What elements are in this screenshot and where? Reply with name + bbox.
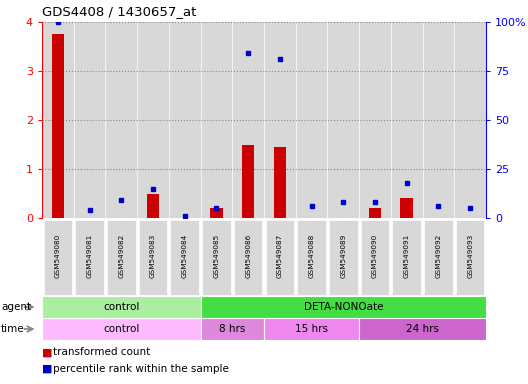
Text: GSM549084: GSM549084 bbox=[182, 233, 188, 278]
Text: GSM549086: GSM549086 bbox=[245, 233, 251, 278]
Bar bbox=[74, 22, 106, 218]
FancyBboxPatch shape bbox=[266, 220, 294, 295]
FancyBboxPatch shape bbox=[139, 220, 167, 295]
Bar bbox=[274, 147, 286, 218]
Bar bbox=[137, 22, 169, 218]
FancyBboxPatch shape bbox=[201, 296, 486, 318]
FancyBboxPatch shape bbox=[264, 318, 359, 339]
FancyBboxPatch shape bbox=[76, 220, 104, 295]
Bar bbox=[400, 199, 413, 218]
FancyBboxPatch shape bbox=[359, 318, 486, 339]
Text: GDS4408 / 1430657_at: GDS4408 / 1430657_at bbox=[42, 5, 196, 18]
FancyBboxPatch shape bbox=[424, 220, 452, 295]
FancyBboxPatch shape bbox=[361, 220, 389, 295]
Text: control: control bbox=[103, 302, 139, 312]
Bar bbox=[264, 22, 296, 218]
Text: 8 hrs: 8 hrs bbox=[219, 324, 246, 334]
Bar bbox=[359, 22, 391, 218]
FancyBboxPatch shape bbox=[202, 220, 231, 295]
Text: agent: agent bbox=[1, 302, 31, 312]
Bar bbox=[169, 22, 201, 218]
Bar bbox=[296, 22, 327, 218]
FancyBboxPatch shape bbox=[201, 318, 264, 339]
Bar bbox=[106, 22, 137, 218]
Bar bbox=[52, 34, 64, 218]
Text: percentile rank within the sample: percentile rank within the sample bbox=[53, 364, 229, 374]
Text: ■: ■ bbox=[42, 347, 56, 358]
Text: GSM549090: GSM549090 bbox=[372, 233, 378, 278]
Text: control: control bbox=[103, 324, 139, 334]
FancyBboxPatch shape bbox=[44, 220, 72, 295]
Text: GSM549089: GSM549089 bbox=[340, 233, 346, 278]
FancyBboxPatch shape bbox=[42, 318, 201, 339]
Bar bbox=[147, 194, 159, 218]
Text: DETA-NONOate: DETA-NONOate bbox=[304, 302, 383, 312]
Text: time: time bbox=[1, 324, 25, 334]
Text: GSM549080: GSM549080 bbox=[55, 233, 61, 278]
Text: GSM549091: GSM549091 bbox=[404, 233, 410, 278]
Text: 24 hrs: 24 hrs bbox=[406, 324, 439, 334]
Bar bbox=[242, 144, 254, 218]
Bar bbox=[369, 208, 381, 218]
Text: transformed count: transformed count bbox=[53, 347, 150, 358]
Text: ■: ■ bbox=[42, 364, 56, 374]
FancyBboxPatch shape bbox=[107, 220, 136, 295]
FancyBboxPatch shape bbox=[392, 220, 421, 295]
Bar bbox=[454, 22, 486, 218]
FancyBboxPatch shape bbox=[171, 220, 199, 295]
FancyBboxPatch shape bbox=[297, 220, 326, 295]
Text: GSM549092: GSM549092 bbox=[436, 233, 441, 278]
Bar bbox=[42, 22, 74, 218]
FancyBboxPatch shape bbox=[42, 296, 201, 318]
FancyBboxPatch shape bbox=[329, 220, 357, 295]
Bar bbox=[201, 22, 232, 218]
Text: GSM549083: GSM549083 bbox=[150, 233, 156, 278]
Bar bbox=[391, 22, 422, 218]
Bar bbox=[327, 22, 359, 218]
Text: GSM549082: GSM549082 bbox=[118, 233, 124, 278]
Bar bbox=[422, 22, 454, 218]
FancyBboxPatch shape bbox=[234, 220, 262, 295]
Text: GSM549087: GSM549087 bbox=[277, 233, 283, 278]
Bar bbox=[232, 22, 264, 218]
Text: GSM549081: GSM549081 bbox=[87, 233, 92, 278]
Text: 15 hrs: 15 hrs bbox=[295, 324, 328, 334]
Text: GSM549085: GSM549085 bbox=[213, 233, 220, 278]
Text: GSM549093: GSM549093 bbox=[467, 233, 473, 278]
FancyBboxPatch shape bbox=[456, 220, 484, 295]
Text: GSM549088: GSM549088 bbox=[308, 233, 315, 278]
Bar bbox=[210, 208, 223, 218]
